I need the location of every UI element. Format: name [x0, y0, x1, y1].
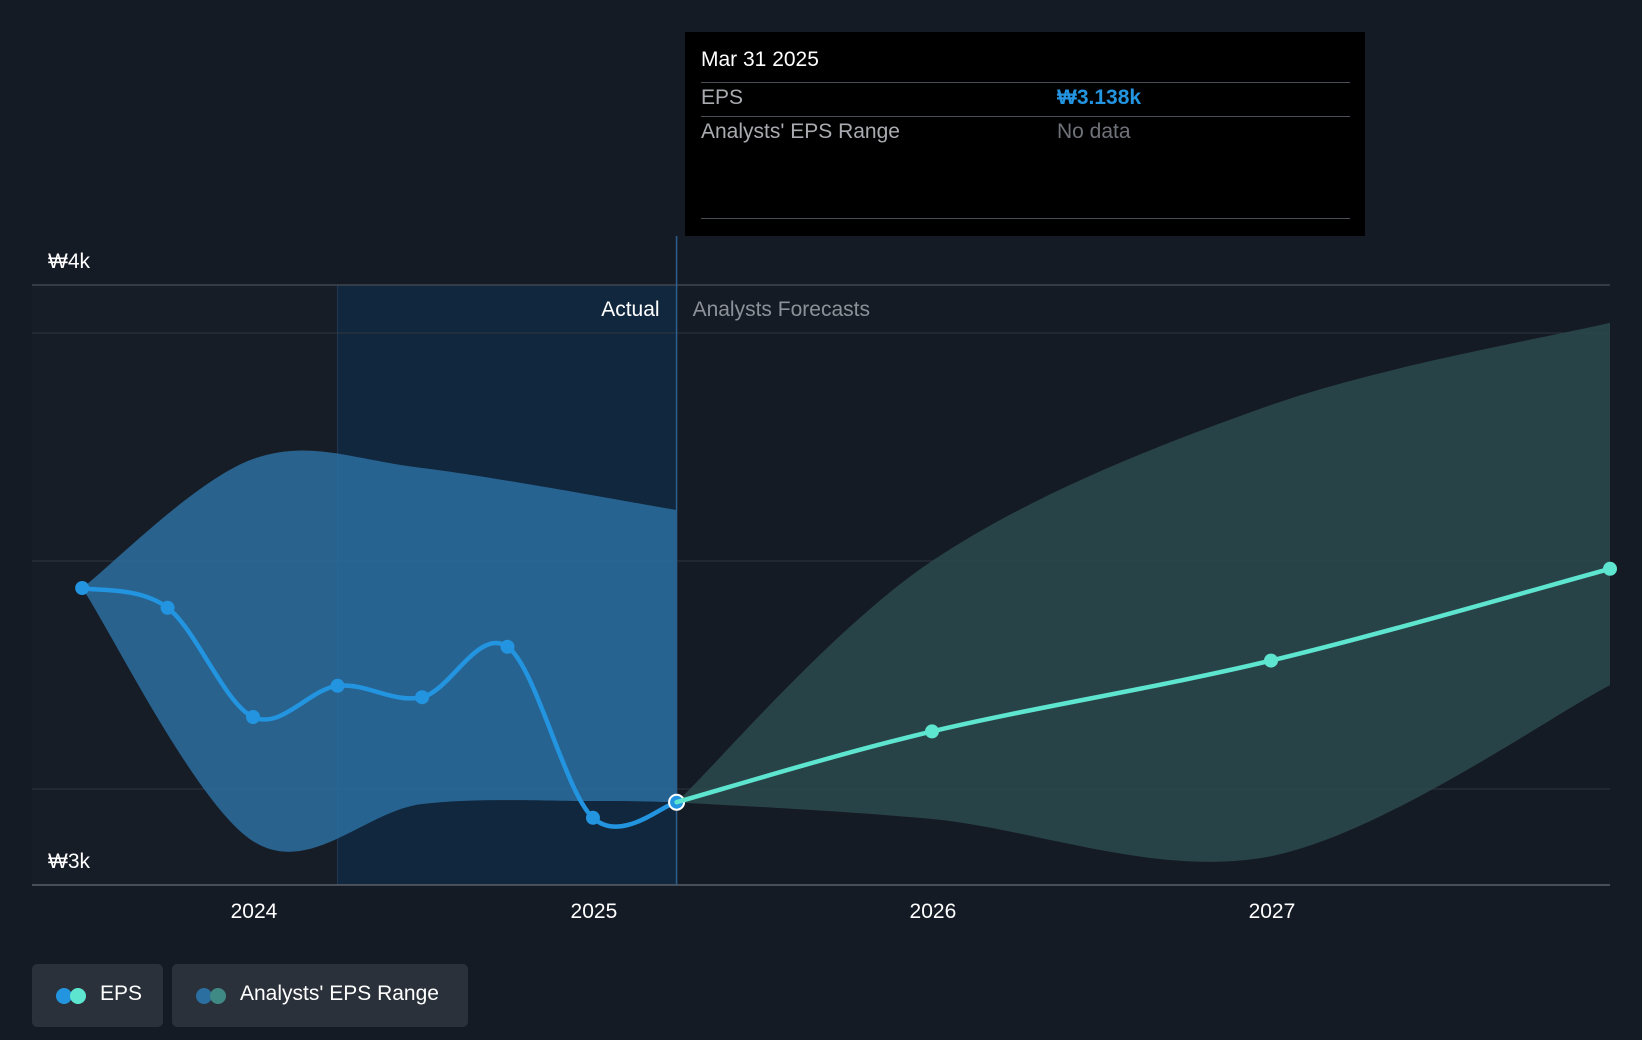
legend-item-analysts-range[interactable]: Analysts' EPS Range: [172, 964, 468, 1027]
eps-point: [924, 724, 939, 739]
y-tick-label: ₩4k: [48, 250, 91, 273]
eps-legend-icon: [56, 988, 86, 1004]
tooltip: Mar 31 2025 EPS ₩3.138k Analysts' EPS Ra…: [685, 32, 1365, 236]
tooltip-date: Mar 31 2025: [701, 48, 819, 71]
legend-label-analysts-range: Analysts' EPS Range: [240, 982, 439, 1005]
analysts-eps-range-band: [82, 450, 677, 852]
tooltip-range-value: No data: [1057, 120, 1131, 143]
eps-line: [79, 585, 679, 829]
legend-item-eps[interactable]: EPS: [32, 964, 163, 1027]
range-legend-icon: [196, 988, 226, 1004]
analysts-eps-range-band: [676, 322, 1610, 862]
actual-label: Actual: [601, 298, 659, 321]
tooltip-divider: [701, 218, 1350, 219]
y-tick-label: ₩3k: [48, 850, 91, 873]
eps-point: [500, 639, 515, 654]
eps-point: [75, 581, 90, 595]
eps-point: [246, 710, 261, 724]
x-tick-label: 2026: [910, 900, 957, 923]
eps-point: [1603, 561, 1617, 576]
eps-point: [330, 678, 345, 693]
x-tick-label: 2027: [1249, 900, 1296, 923]
tooltip-eps-label: EPS: [701, 86, 744, 109]
x-tick-label: 2025: [571, 900, 618, 923]
tooltip-range-label: Analysts' EPS Range: [701, 120, 900, 143]
eps-point: [1263, 653, 1278, 668]
x-tick-label: 2024: [231, 900, 278, 923]
eps-point: [160, 600, 175, 615]
eps-point: [585, 810, 600, 825]
eps-point: [415, 690, 430, 705]
forecast-label: Analysts Forecasts: [693, 298, 870, 321]
tooltip-divider: [701, 82, 1350, 83]
legend-label-eps: EPS: [100, 982, 143, 1005]
tooltip-eps-value: ₩3.138k: [1057, 86, 1142, 109]
tooltip-divider: [701, 116, 1350, 117]
eps-line: [674, 566, 1613, 805]
